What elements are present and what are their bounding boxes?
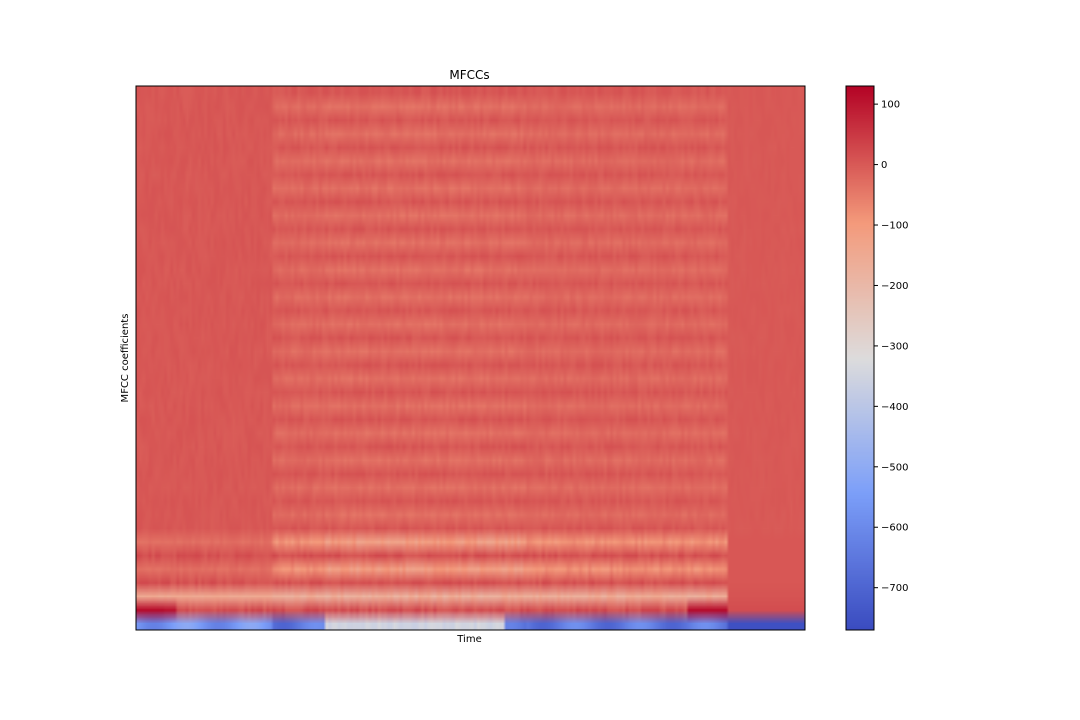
colorbar-ticks: 100 0 −100 −200 −300 −400 −500 −600 −700 [874,100,908,594]
x-axis-label: Time [456,634,481,645]
colorbar-gradient [846,86,874,630]
colorbar: 100 0 −100 −200 −300 −400 −500 −600 −700 [845,85,908,631]
chart-title: MFCCs [449,68,489,82]
colorbar-tick-label: −300 [881,341,908,352]
colorbar-tick-label: −500 [881,462,908,473]
y-axis-label: MFCC coefficients [120,314,131,403]
mfcc-heatmap-image [136,86,805,630]
heatmap-plot [135,85,806,631]
colorbar-tick-label: −600 [881,523,908,534]
plot-frame [135,85,806,631]
colorbar-tick-label: −700 [881,583,908,594]
colorbar-frame [845,85,875,631]
colorbar-tick-label: 100 [881,100,900,111]
colorbar-tick-label: −100 [881,221,908,232]
colorbar-tick-label: 0 [881,160,887,171]
colorbar-tick-label: −400 [881,402,908,413]
colorbar-tick-label: −200 [881,281,908,292]
